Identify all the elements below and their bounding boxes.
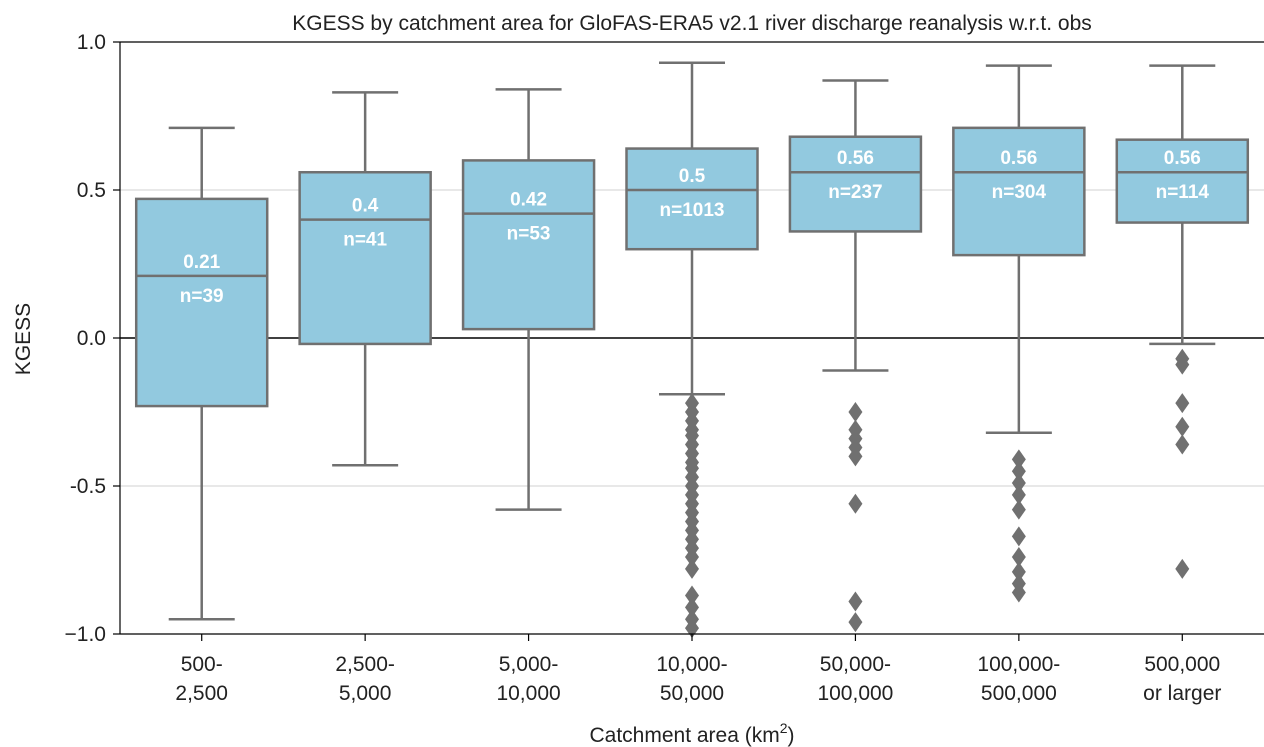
box-group: 0.56 n=304 <box>952 64 1086 603</box>
outlier-marker <box>1175 416 1190 437</box>
box-group: 0.5 n=1013 <box>625 61 759 639</box>
box-group: 0.56 n=237 <box>788 79 923 633</box>
x-axis-title-sup: 2 <box>780 720 788 736</box>
count-label: n=114 <box>1156 182 1210 203</box>
outlier-marker <box>1011 461 1026 482</box>
x-axis-title-main: Catchment area (km <box>589 724 779 747</box>
outlier-marker <box>1175 354 1190 375</box>
outlier-marker <box>685 585 699 606</box>
y-axis: 1.0 0.5 0.0 -0.5 −1.0 <box>65 31 121 646</box>
median-label: 0.56 <box>837 148 874 169</box>
iqr-box <box>625 147 759 251</box>
outlier-marker <box>1175 393 1190 414</box>
outlier-marker <box>685 547 699 568</box>
outlier-marker <box>685 618 699 639</box>
outlier-marker <box>1011 582 1026 603</box>
iqr-box <box>134 197 269 408</box>
iqr-box <box>461 159 596 331</box>
box-group: 0.56 n=114 <box>1115 64 1250 579</box>
median-label: 0.56 <box>1000 148 1037 169</box>
count-label: n=304 <box>992 182 1047 203</box>
y-tick-label: 0.0 <box>77 327 106 350</box>
y-tick-label: −1.0 <box>65 623 106 646</box>
outlier-marker <box>848 612 863 633</box>
x-tick-label-line2: or larger <box>1143 682 1221 705</box>
y-tick-label: -0.5 <box>70 475 106 498</box>
outlier-marker <box>1011 547 1026 568</box>
x-tick-label-line2: 500,000 <box>981 682 1057 705</box>
x-tick-label-line1: 5,000- <box>499 653 559 676</box>
x-tick-label-line2: 50,000 <box>660 682 724 705</box>
outlier-marker <box>1011 484 1026 505</box>
x-axis-title-end: ) <box>788 724 795 747</box>
x-tick-label-line1: 500,000 <box>1144 653 1220 676</box>
outlier-marker <box>1011 449 1026 470</box>
median-label: 0.4 <box>352 196 379 217</box>
box-group: 0.21 n=39 <box>134 126 269 621</box>
y-axis-title: KGESS <box>12 303 35 375</box>
iqr-box <box>952 126 1086 257</box>
count-label: n=1013 <box>660 200 725 221</box>
outlier-marker <box>848 591 863 612</box>
x-tick-label-line2: 10,000 <box>496 682 560 705</box>
outlier-marker <box>848 402 863 422</box>
iqr-box <box>298 170 432 346</box>
median-label: 0.42 <box>510 190 547 211</box>
iqr-box <box>1115 138 1250 224</box>
chart-title: KGESS by catchment area for GloFAS-ERA5 … <box>292 12 1092 35</box>
median-label: 0.21 <box>183 252 220 273</box>
box-group: 0.4 n=41 <box>298 91 432 467</box>
outlier-marker <box>848 446 863 467</box>
median-label: 0.5 <box>679 166 706 187</box>
x-tick-label-line1: 10,000- <box>656 653 727 676</box>
outlier-marker <box>685 597 699 618</box>
x-axis-title: Catchment area (km2) <box>589 720 794 747</box>
y-tick-label: 1.0 <box>77 31 106 54</box>
outlier-marker <box>1011 561 1026 582</box>
count-label: n=39 <box>180 286 224 307</box>
outlier-marker <box>848 493 863 514</box>
box-layer: 0.21 n=39 0.4 n=41 0.42 n=53 0.5 n=1013 0.56 n=23… <box>134 61 1250 639</box>
outlier-marker <box>1011 499 1026 520</box>
x-axis: 500- 2,500 2,500- 5,000 5,000- 10,000 10,000- 5… <box>120 633 1264 705</box>
outlier-marker <box>1175 558 1190 579</box>
x-tick-label-line1: 100,000- <box>977 653 1060 676</box>
box-group: 0.42 n=53 <box>461 88 596 511</box>
x-tick-label-line2: 2,500 <box>175 682 228 705</box>
median-label: 0.56 <box>1164 148 1201 169</box>
x-tick-label-line2: 100,000 <box>817 682 893 705</box>
x-tick-label-line1: 2,500- <box>335 653 395 676</box>
count-label: n=41 <box>343 230 387 251</box>
x-tick-label-line2: 5,000 <box>339 682 392 705</box>
outlier-marker <box>1011 526 1026 547</box>
outlier-marker <box>1175 434 1190 455</box>
count-label: n=53 <box>507 224 551 245</box>
x-tick-label-line1: 50,000- <box>820 653 891 676</box>
count-label: n=237 <box>828 182 882 203</box>
x-tick-label-line1: 500- <box>181 653 223 676</box>
outlier-marker <box>1011 473 1026 494</box>
outlier-marker <box>685 558 699 579</box>
iqr-box <box>788 135 923 233</box>
y-tick-label: 0.5 <box>77 179 106 202</box>
